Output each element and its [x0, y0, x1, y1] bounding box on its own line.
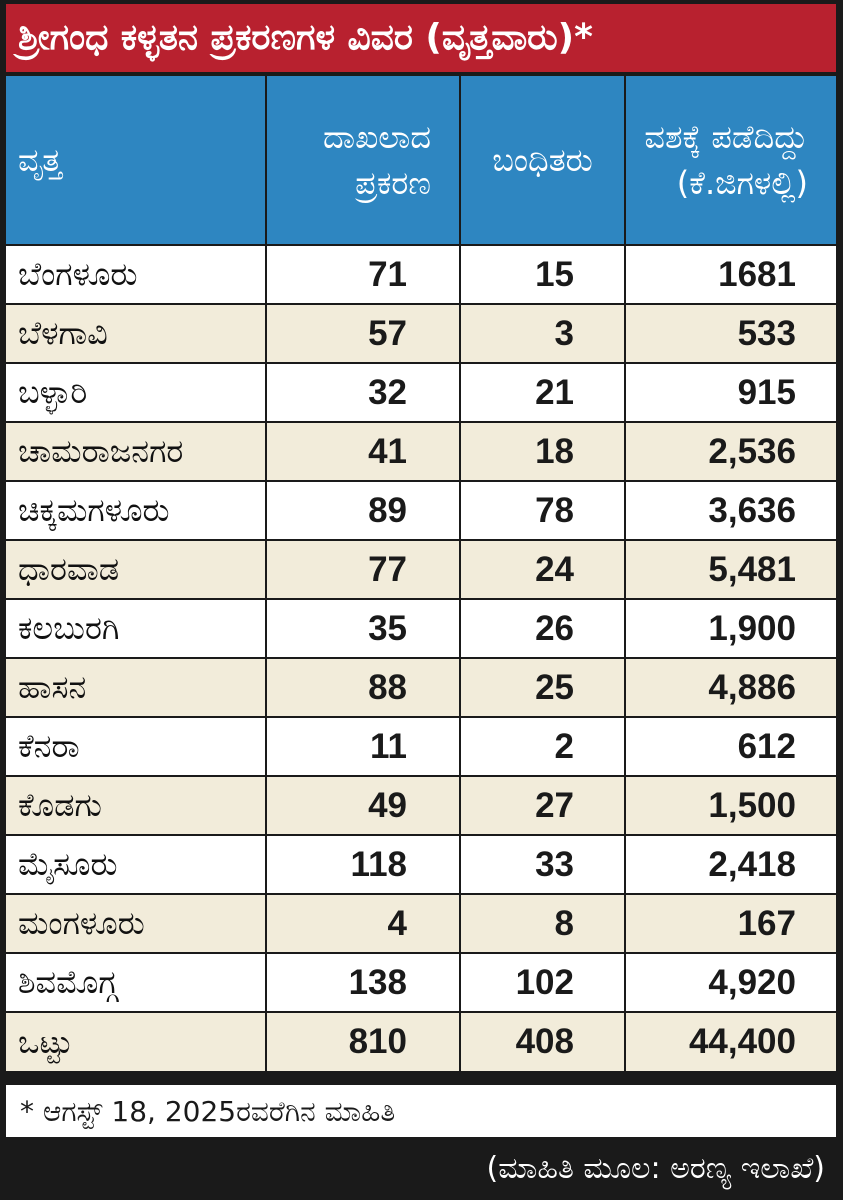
seized-value: 1,500: [625, 775, 836, 835]
circle-name: ಮೈಸೂರು: [6, 834, 267, 894]
cases-value: 89: [266, 480, 461, 540]
table-row: ಬಳ್ಳಾರಿ 32 21 915: [6, 362, 836, 422]
arrested-value: 2: [460, 716, 626, 776]
circle-name: ಚಿಕ್ಕಮಗಳೂರು: [6, 480, 267, 540]
table-row: ಕೆನರಾ 11 2 612: [6, 716, 836, 776]
table-row: ಮೈಸೂರು 118 33 2,418: [6, 834, 836, 894]
seized-value: 167: [625, 893, 836, 953]
cases-value: 88: [266, 657, 461, 717]
circle-name: ಕೊಡಗು: [6, 775, 267, 835]
seized-value: 4,886: [625, 657, 836, 717]
seized-value: 2,418: [625, 834, 836, 894]
circle-name: ಕಲಬುರಗಿ: [6, 598, 267, 658]
arrested-value: 24: [460, 539, 626, 599]
sandalwood-theft-table: ವೃತ್ತ ದಾಖಲಾದ ಪ್ರಕರಣ ಬಂಧಿತರು ವಶಕ್ಕೆ ಪಡೆದಿ…: [6, 76, 836, 1071]
cases-value: 4: [266, 893, 461, 953]
header-cases: ದಾಖಲಾದ ಪ್ರಕರಣ: [266, 76, 461, 245]
total-seized: 44,400: [625, 1011, 836, 1071]
cases-value: 11: [266, 716, 461, 776]
table-row: ಕಲಬುರಗಿ 35 26 1,900: [6, 598, 836, 658]
arrested-value: 78: [460, 480, 626, 540]
seized-value: 5,481: [625, 539, 836, 599]
header-seized: ವಶಕ್ಕೆ ಪಡೆದಿದ್ದು (ಕೆ.ಜಿಗಳಲ್ಲಿ): [625, 76, 836, 245]
circle-name: ಬೆಂಗಳೂರು: [6, 244, 267, 304]
header-circle: ವೃತ್ತ: [6, 76, 267, 245]
cases-value: 49: [266, 775, 461, 835]
arrested-value: 3: [460, 303, 626, 363]
cases-value: 118: [266, 834, 461, 894]
seized-value: 2,536: [625, 421, 836, 481]
arrested-value: 33: [460, 834, 626, 894]
seized-value: 533: [625, 303, 836, 363]
seized-value: 612: [625, 716, 836, 776]
table-row: ಮಂಗಳೂರು 4 8 167: [6, 893, 836, 953]
table-title: ಶ್ರೀಗಂಧ ಕಳ್ಳತನ ಪ್ರಕರಣಗಳ ವಿವರ (ವೃತ್ತವಾರು)…: [6, 4, 836, 72]
table-row: ಕೊಡಗು 49 27 1,500: [6, 775, 836, 835]
arrested-value: 21: [460, 362, 626, 422]
circle-name: ಬೆಳಗಾವಿ: [6, 303, 267, 363]
circle-name: ಕೆನರಾ: [6, 716, 267, 776]
circle-name: ಚಾಮರಾಜನಗರ: [6, 421, 267, 481]
seized-value: 1681: [625, 244, 836, 304]
arrested-value: 18: [460, 421, 626, 481]
source-credit: (ಮಾಹಿತಿ ಮೂಲ: ಅರಣ್ಯ ಇಲಾಖೆ): [486, 1151, 825, 1186]
table-row: ಶಿವಮೊಗ್ಗ 138 102 4,920: [6, 952, 836, 1012]
cases-value: 57: [266, 303, 461, 363]
arrested-value: 26: [460, 598, 626, 658]
arrested-value: 8: [460, 893, 626, 953]
seized-value: 915: [625, 362, 836, 422]
cases-value: 35: [266, 598, 461, 658]
cases-value: 32: [266, 362, 461, 422]
arrested-value: 25: [460, 657, 626, 717]
cases-value: 138: [266, 952, 461, 1012]
circle-name: ಶಿವಮೊಗ್ಗ: [6, 952, 267, 1012]
table-row: ಬೆಳಗಾವಿ 57 3 533: [6, 303, 836, 363]
seized-value: 4,920: [625, 952, 836, 1012]
total-label: ಒಟ್ಟು: [6, 1011, 267, 1071]
circle-name: ಮಂಗಳೂರು: [6, 893, 267, 953]
seized-value: 1,900: [625, 598, 836, 658]
cases-value: 71: [266, 244, 461, 304]
circle-name: ಹಾಸನ: [6, 657, 267, 717]
cases-value: 77: [266, 539, 461, 599]
circle-name: ಬಳ್ಳಾರಿ: [6, 362, 267, 422]
arrested-value: 15: [460, 244, 626, 304]
arrested-value: 102: [460, 952, 626, 1012]
header-row: ವೃತ್ತ ದಾಖಲಾದ ಪ್ರಕರಣ ಬಂಧಿತರು ವಶಕ್ಕೆ ಪಡೆದಿ…: [6, 76, 836, 245]
table-row: ಬೆಂಗಳೂರು 71 15 1681: [6, 244, 836, 304]
table-row: ಚಾಮರಾಜನಗರ 41 18 2,536: [6, 421, 836, 481]
total-arrested: 408: [460, 1011, 626, 1071]
seized-value: 3,636: [625, 480, 836, 540]
header-arrested: ಬಂಧಿತರು: [460, 76, 626, 245]
table-row: ಚಿಕ್ಕಮಗಳೂರು 89 78 3,636: [6, 480, 836, 540]
total-row: ಒಟ್ಟು 810 408 44,400: [6, 1011, 836, 1071]
arrested-value: 27: [460, 775, 626, 835]
footnote: * ಆಗಸ್ಟ್ 18, 2025ರವರೆಗಿನ ಮಾಹಿತಿ: [6, 1083, 836, 1137]
cases-value: 41: [266, 421, 461, 481]
total-cases: 810: [266, 1011, 461, 1071]
table-row: ಹಾಸನ 88 25 4,886: [6, 657, 836, 717]
table-row: ಧಾರವಾಡ 77 24 5,481: [6, 539, 836, 599]
circle-name: ಧಾರವಾಡ: [6, 539, 267, 599]
